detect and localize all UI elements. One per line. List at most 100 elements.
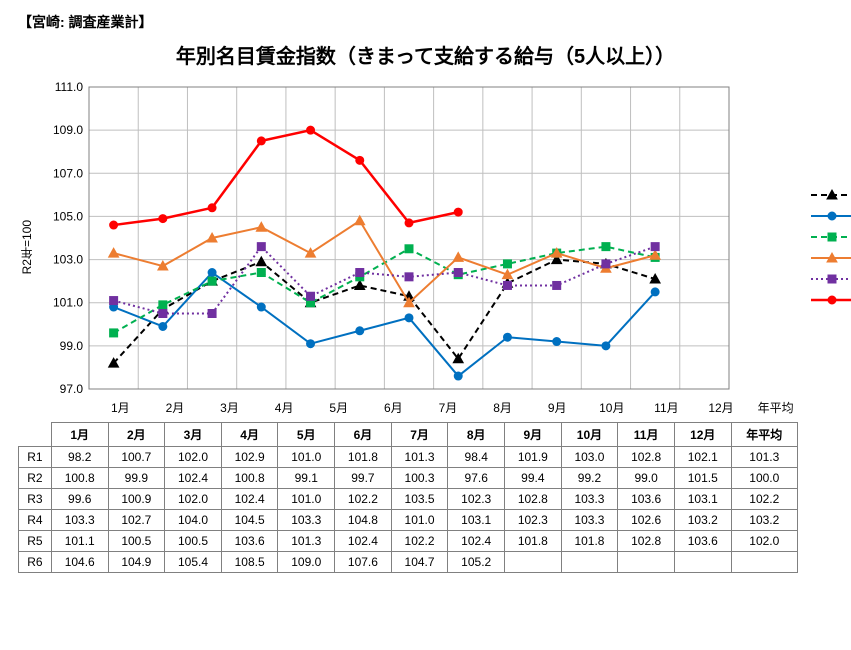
svg-text:103.0: 103.0 (53, 253, 83, 267)
table-cell: 102.0 (731, 531, 797, 552)
x-tick-label: 3月 (202, 399, 257, 416)
table-cell: 103.2 (674, 510, 731, 531)
table-cell: 103.2 (731, 510, 797, 531)
table-cell: 103.6 (221, 531, 278, 552)
table-row-label: R2 (19, 468, 52, 489)
table-cell: 99.6 (51, 489, 108, 510)
table-cell: 100.8 (51, 468, 108, 489)
table-cell (505, 552, 562, 573)
table-header-cell: 2月 (108, 423, 165, 447)
table-cell: 108.5 (221, 552, 278, 573)
table-cell: 99.2 (561, 468, 618, 489)
x-tick-label: 4月 (257, 399, 312, 416)
x-tick-label: 年平均 (748, 399, 803, 416)
table-cell: 103.3 (561, 510, 618, 531)
table-header-cell: 年平均 (731, 423, 797, 447)
table-cell: 103.6 (674, 531, 731, 552)
svg-text:105.0: 105.0 (53, 209, 83, 223)
svg-text:99.0: 99.0 (60, 339, 84, 353)
table-cell: 102.4 (165, 468, 222, 489)
page-top-label: 【宮崎: 調査産業計】 (18, 12, 833, 32)
table-header-cell: 4月 (221, 423, 278, 447)
table-cell: 100.9 (108, 489, 165, 510)
legend-item-R3: R3 (811, 230, 851, 245)
x-axis-labels: 1月2月3月4月5月6月7月8月9月10月11月12月年平均 (93, 399, 803, 416)
table-cell: 101.0 (391, 510, 448, 531)
table-cell: 99.1 (278, 468, 335, 489)
table-cell: 103.6 (618, 489, 675, 510)
table-cell: 101.8 (505, 531, 562, 552)
table-row: R2100.899.9102.4100.899.199.7100.397.699… (19, 468, 798, 489)
data-table: 1月2月3月4月5月6月7月8月9月10月11月12月年平均R198.2100.… (18, 422, 798, 573)
table-row: R6104.6104.9105.4108.5109.0107.6104.7105… (19, 552, 798, 573)
table-cell: 101.8 (335, 447, 392, 468)
table-cell (731, 552, 797, 573)
table-cell: 100.5 (165, 531, 222, 552)
table-header-cell (19, 423, 52, 447)
table-cell: 103.1 (448, 510, 505, 531)
table-cell (674, 552, 731, 573)
table-header-cell: 12月 (674, 423, 731, 447)
table-cell: 102.2 (731, 489, 797, 510)
table-cell: 101.0 (278, 447, 335, 468)
table-row: R4103.3102.7104.0104.5103.3104.8101.0103… (19, 510, 798, 531)
table-row: R5101.1100.5100.5103.6101.3102.4102.2102… (19, 531, 798, 552)
table-row-label: R6 (19, 552, 52, 573)
table-cell (618, 552, 675, 573)
table-cell: 101.3 (731, 447, 797, 468)
svg-text:107.0: 107.0 (53, 166, 83, 180)
x-tick-label: 10月 (584, 399, 639, 416)
table-cell: 99.7 (335, 468, 392, 489)
svg-text:101.0: 101.0 (53, 296, 83, 310)
legend-item-R4: R4 (811, 251, 851, 266)
svg-text:97.0: 97.0 (60, 382, 84, 396)
table-cell: 102.7 (108, 510, 165, 531)
table-cell: 104.8 (335, 510, 392, 531)
table-cell: 102.0 (165, 489, 222, 510)
table-cell: 98.4 (448, 447, 505, 468)
table-row-label: R5 (19, 531, 52, 552)
table-header-cell: 6月 (335, 423, 392, 447)
table-cell: 104.7 (391, 552, 448, 573)
table-cell: 102.4 (221, 489, 278, 510)
x-tick-label: 7月 (421, 399, 476, 416)
table-header-cell: 7月 (391, 423, 448, 447)
table-row: R399.6100.9102.0102.4101.0102.2103.5102.… (19, 489, 798, 510)
table-cell: 103.0 (561, 447, 618, 468)
y-axis-label: R2年=100 (18, 220, 35, 274)
legend-item-R5: R5 (811, 272, 851, 287)
table-cell: 100.0 (731, 468, 797, 489)
table-row-label: R3 (19, 489, 52, 510)
x-tick-label: 9月 (530, 399, 585, 416)
table-row-label: R1 (19, 447, 52, 468)
table-cell: 100.7 (108, 447, 165, 468)
table-cell: 103.3 (51, 510, 108, 531)
table-cell: 102.1 (674, 447, 731, 468)
table-cell: 97.6 (448, 468, 505, 489)
table-cell: 99.4 (505, 468, 562, 489)
table-row: R198.2100.7102.0102.9101.0101.8101.398.4… (19, 447, 798, 468)
line-chart: 97.099.0101.0103.0105.0107.0109.0111.0 (39, 79, 739, 399)
table-cell: 104.5 (221, 510, 278, 531)
table-cell: 100.5 (108, 531, 165, 552)
table-header-cell: 8月 (448, 423, 505, 447)
table-header-cell: 3月 (165, 423, 222, 447)
table-cell: 102.8 (618, 447, 675, 468)
x-tick-label: 1月 (93, 399, 148, 416)
table-cell: 99.0 (618, 468, 675, 489)
table-cell: 102.6 (618, 510, 675, 531)
chart-legend: R1R2R3R4R5R6 (811, 182, 851, 314)
table-cell: 101.1 (51, 531, 108, 552)
table-cell: 101.3 (391, 447, 448, 468)
table-cell: 102.3 (505, 510, 562, 531)
table-cell: 101.5 (674, 468, 731, 489)
table-cell: 104.6 (51, 552, 108, 573)
table-cell: 101.9 (505, 447, 562, 468)
table-cell: 102.3 (448, 489, 505, 510)
table-header-cell: 9月 (505, 423, 562, 447)
svg-text:109.0: 109.0 (53, 123, 83, 137)
chart-title: 年別名目賃金指数（きまって支給する給与（5人以上）） (18, 40, 833, 69)
table-cell: 101.8 (561, 531, 618, 552)
table-cell: 102.2 (335, 489, 392, 510)
legend-item-R2: R2 (811, 209, 851, 224)
